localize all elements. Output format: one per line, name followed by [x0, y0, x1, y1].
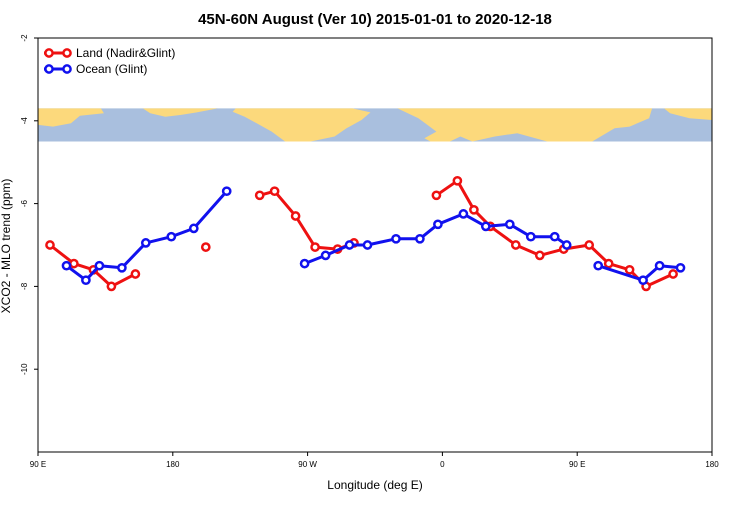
- data-point: [81, 275, 91, 286]
- data-point: [561, 240, 572, 250]
- data-point: [106, 281, 117, 292]
- series-line: [259, 189, 355, 251]
- x-tick-label: 90 E: [30, 460, 46, 469]
- data-point: [654, 260, 665, 271]
- data-point: [362, 240, 373, 250]
- data-point: [638, 275, 648, 286]
- y-tick-label: -6: [20, 199, 29, 207]
- data-point: [200, 242, 211, 252]
- data-point: [624, 264, 635, 275]
- data-point: [504, 219, 515, 230]
- data-point: [69, 258, 79, 269]
- data-point: [675, 262, 686, 273]
- data-point: [549, 231, 560, 242]
- x-axis-ticks: 90 E 180 90 W 0 90 E 180: [30, 452, 719, 469]
- data-point: [221, 186, 232, 197]
- map-landmass-5: [664, 108, 712, 120]
- legend-marker: [44, 48, 54, 58]
- x-tick-label: 180: [705, 460, 719, 469]
- y-axis-label: XCO2 - MLO trend (ppm): [0, 179, 13, 314]
- legend-label: Ocean (Glint): [76, 62, 147, 76]
- legend: Land (Nadir&Glint) Ocean (Glint): [44, 46, 175, 76]
- chart-title: 45N-60N August (Ver 10) 2015-01-01 to 20…: [198, 11, 552, 28]
- data-point: [458, 209, 469, 219]
- data-point: [480, 221, 491, 232]
- data-point: [299, 258, 310, 269]
- legend-marker: [44, 64, 54, 74]
- y-tick-label: -2: [20, 34, 29, 42]
- data-point: [310, 242, 320, 252]
- y-tick-label: -10: [20, 363, 29, 375]
- data-point: [603, 258, 614, 269]
- x-tick-label: 0: [440, 460, 445, 469]
- series-layer: [45, 175, 686, 292]
- data-point: [534, 250, 545, 261]
- data-point: [452, 175, 463, 186]
- data-point: [320, 250, 331, 261]
- map-landmass-1: [38, 108, 104, 127]
- data-point: [290, 211, 301, 221]
- data-point: [344, 240, 355, 250]
- data-point: [433, 219, 443, 230]
- data-point: [469, 204, 479, 215]
- series-land: [45, 175, 678, 292]
- series-line: [597, 264, 681, 282]
- data-point: [593, 260, 604, 271]
- data-point: [510, 240, 521, 250]
- data-point: [668, 269, 678, 279]
- data-point: [431, 190, 442, 201]
- data-point: [584, 240, 595, 250]
- legend-label: Land (Nadir&Glint): [76, 46, 175, 60]
- data-point: [45, 240, 55, 250]
- legend-marker: [62, 48, 72, 58]
- map-landmass-3: [232, 108, 371, 142]
- legend-marker: [62, 64, 72, 74]
- map-landmass-2: [142, 108, 218, 117]
- x-tick-label: 90 W: [298, 460, 317, 469]
- y-tick-label: -4: [20, 117, 29, 125]
- data-point: [525, 231, 536, 242]
- y-axis-ticks: -2 -4 -6 -8 -10: [20, 34, 38, 375]
- data-point: [117, 262, 127, 273]
- data-point: [130, 269, 141, 279]
- data-point: [166, 231, 177, 242]
- map-landmass-4: [397, 108, 653, 142]
- y-tick-label: -8: [20, 282, 29, 290]
- data-point: [94, 260, 105, 271]
- x-tick-label: 180: [166, 460, 180, 469]
- world-map-band: [38, 108, 712, 142]
- data-point: [391, 233, 401, 244]
- series-ocean: [61, 186, 686, 286]
- data-point: [269, 186, 280, 197]
- data-point: [415, 233, 425, 244]
- x-tick-label: 90 E: [569, 460, 585, 469]
- data-point: [61, 260, 72, 271]
- data-point: [188, 223, 199, 234]
- data-point: [254, 190, 265, 201]
- data-point: [140, 238, 151, 248]
- x-axis-label: Longitude (deg E): [327, 478, 422, 492]
- plot-frame: [37, 37, 713, 453]
